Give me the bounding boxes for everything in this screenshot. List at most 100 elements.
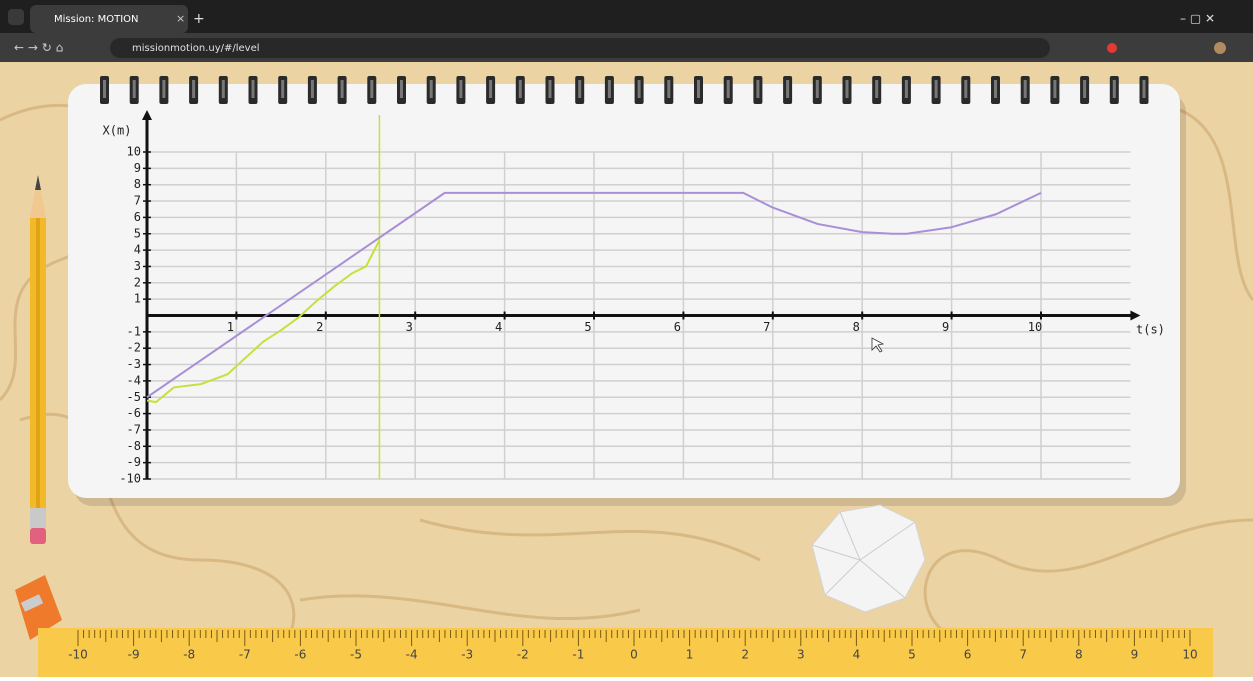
ring-hole: [934, 80, 938, 98]
ring-hole: [1142, 80, 1146, 98]
ring-hole: [103, 80, 106, 98]
profile-icon[interactable]: [1214, 42, 1226, 54]
ring-hole: [400, 80, 403, 98]
omnibox[interactable]: [110, 38, 1050, 58]
y-tick-label: -1: [127, 324, 141, 338]
y-tick-label: 4: [134, 243, 141, 257]
ring-hole: [518, 80, 522, 98]
tab-bar: [0, 0, 1253, 33]
y-tick-label: -9: [127, 455, 141, 469]
y-tick-label: 6: [134, 210, 141, 224]
ruler-label: 8: [1075, 648, 1083, 662]
crumpled-paper: [811, 504, 926, 613]
x-tick-label: 10: [1028, 320, 1042, 334]
ring-hole: [281, 80, 285, 98]
url: missionmotion.uy/#/level: [132, 43, 260, 54]
ruler-label: -10: [68, 648, 88, 662]
y-tick-label: -2: [127, 341, 141, 355]
x-tick-label: 1: [227, 320, 234, 334]
ring-hole: [1083, 80, 1087, 98]
ring-hole: [964, 80, 968, 98]
y-tick-label: -3: [127, 357, 141, 371]
ruler-label: -8: [183, 648, 195, 662]
new-tab[interactable]: +: [193, 11, 205, 27]
x-tick-label: 3: [406, 320, 413, 334]
ring-hole: [310, 80, 314, 98]
pencil: [30, 175, 46, 544]
ruler-label: 9: [1131, 648, 1139, 662]
y-tick-label: 7: [134, 194, 141, 208]
ring-hole: [459, 80, 463, 98]
y-tick-label: 3: [134, 259, 141, 273]
ring-hole: [845, 80, 849, 98]
x-tick-label: 6: [674, 320, 681, 334]
ruler-label: 0: [630, 648, 638, 662]
y-tick-label: 8: [134, 177, 141, 191]
ring-hole: [756, 80, 760, 98]
ring-hole: [875, 80, 879, 98]
chart: X(m) t(s) 10 9 8 7 6 5 4 3 2 1 -1 -2 -3 -4 -5 -6 -7 -8 -9 -…: [103, 110, 1165, 486]
ruler-label: 3: [797, 648, 805, 662]
x-tick-label: 8: [853, 320, 860, 334]
ring-hole: [162, 80, 166, 98]
ruler-label: 5: [908, 648, 916, 662]
ruler-label: -4: [406, 648, 418, 662]
notebook-paper: [68, 84, 1180, 498]
ring-hole: [578, 80, 582, 98]
y-tick-label: -7: [127, 422, 141, 436]
ruler-label: -2: [517, 648, 529, 662]
data-line: [146, 239, 381, 404]
x-axis-arrow: [1130, 310, 1141, 321]
ring-hole: [607, 80, 611, 98]
nav-buttons[interactable]: ← → ↻ ⌂: [14, 41, 63, 55]
y-tick-label: 10: [127, 145, 141, 159]
x-tick-label: 9: [942, 320, 949, 334]
ruler-label: -9: [128, 648, 140, 662]
spiral-rings: [100, 76, 1149, 104]
x-tick-label: 2: [316, 320, 323, 334]
ring-hole: [1112, 80, 1116, 98]
ruler-label: 4: [853, 648, 861, 662]
y-tick-label: 1: [134, 292, 141, 306]
extension-icon[interactable]: [1107, 43, 1117, 53]
ring-hole: [994, 80, 997, 98]
ruler-label: -3: [461, 648, 473, 662]
ring-hole: [815, 80, 819, 98]
ruler-label: 2: [741, 648, 749, 662]
ring-hole: [697, 80, 700, 98]
window-controls[interactable]: – ▢ ✕: [1180, 12, 1215, 26]
ring-hole: [489, 80, 493, 98]
x-tick-label: 7: [763, 320, 770, 334]
ring-hole: [251, 80, 255, 98]
ring-hole: [904, 80, 908, 98]
y-axis-arrow: [142, 110, 152, 120]
tab-close[interactable]: ×: [176, 12, 185, 25]
y-tick-label: -5: [127, 390, 141, 404]
ring-hole: [370, 80, 374, 98]
ring-hole: [1053, 80, 1057, 98]
tab-title: Mission: MOTION: [54, 14, 139, 25]
y-tick-label: -6: [127, 406, 141, 420]
ring-hole: [340, 80, 344, 98]
y-axis-label: X(m): [103, 124, 132, 138]
mouse-cursor: [871, 337, 885, 353]
ruler-marks: -10 -9 -8 -7 -6 -5 -4 -3 -2 -1 0 1 2 3 4 5 6 7 8 9 10: [68, 630, 1198, 662]
sharpener: [15, 575, 62, 640]
y-tick-label: -4: [127, 373, 141, 387]
ruler: [38, 628, 1213, 677]
ring-hole: [132, 80, 136, 98]
ring-hole: [1023, 80, 1027, 98]
tab-menu[interactable]: [8, 9, 24, 25]
ring-hole: [221, 80, 225, 98]
ruler-label: 7: [1019, 648, 1027, 662]
ruler-label: -7: [239, 648, 251, 662]
tab[interactable]: [30, 5, 188, 33]
ruler-label: 10: [1182, 648, 1197, 662]
ruler-label: -5: [350, 648, 362, 662]
y-tick-label: -8: [127, 439, 141, 453]
ring-hole: [637, 80, 641, 98]
ruler-label: 1: [686, 648, 694, 662]
x-axis-label: t(s): [1136, 323, 1165, 337]
